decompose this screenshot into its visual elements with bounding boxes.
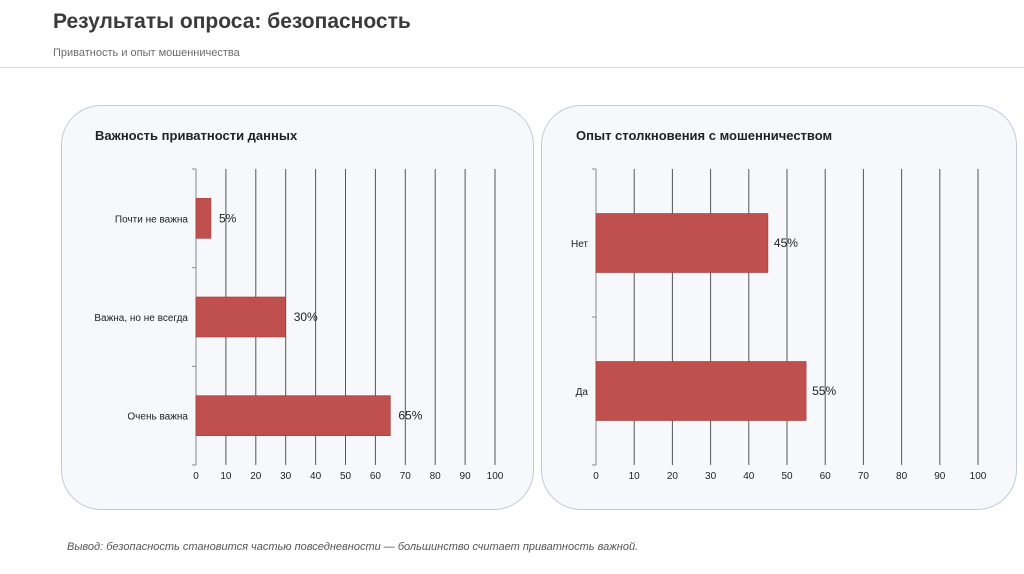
bar-2 [195, 296, 286, 338]
x-tick-label: 60 [370, 471, 382, 482]
data-label: 65% [398, 409, 422, 423]
x-tick-label: 100 [970, 471, 987, 482]
bar-1 [195, 198, 212, 239]
chart-title: Важность приватности данных [95, 128, 298, 143]
x-tick-label: 40 [310, 471, 322, 482]
x-tick-label: 70 [858, 471, 870, 482]
x-tick-label: 100 [487, 471, 504, 482]
x-tick-label: 90 [934, 471, 946, 482]
x-tick-label: 0 [593, 471, 599, 482]
conclusion-text: Вывод: безопасность становится частью по… [67, 541, 639, 553]
x-tick-label: 20 [250, 471, 262, 482]
header-divider [0, 67, 1024, 68]
category-label: Почти не важна [115, 214, 189, 225]
x-tick-label: 10 [220, 471, 232, 482]
x-tick-label: 30 [705, 471, 717, 482]
x-tick-label: 30 [280, 471, 292, 482]
bar-3 [195, 395, 391, 436]
bar-2 [595, 361, 807, 421]
privacy-importance-chart: Важность приватности данных 0 10 20 30 40 50 60… [94, 128, 504, 482]
data-label: 55% [812, 384, 836, 398]
x-tick-label: 80 [896, 471, 908, 482]
x-tick-label: 70 [400, 471, 412, 482]
chart-title: Опыт столкновения с мошенничеством [576, 128, 832, 143]
data-label: 5% [219, 211, 237, 225]
page-subtitle: Приватность и опыт мошенничества [53, 47, 240, 59]
privacy-importance-panel: Важность приватности данных 0 10 20 30 40 50 60… [61, 105, 534, 510]
bar-1 [595, 213, 769, 273]
fraud-experience-chart: Опыт столкновения с мошенничеством 0 10 20 3… [571, 128, 987, 482]
category-label: Да [576, 387, 589, 398]
category-label: Важна, но не всегда [94, 313, 188, 324]
x-tick-label: 50 [781, 471, 793, 482]
x-tick-label: 90 [460, 471, 472, 482]
x-tick-label: 10 [629, 471, 641, 482]
data-label: 45% [774, 236, 798, 250]
fraud-experience-panel: Опыт столкновения с мошенничеством 0 10 20 3… [541, 105, 1017, 510]
data-label: 30% [294, 310, 318, 324]
x-tick-label: 60 [820, 471, 832, 482]
page-title: Результаты опроса: безопасность [53, 10, 411, 33]
x-tick-label: 20 [667, 471, 679, 482]
x-tick-label: 0 [193, 471, 199, 482]
x-tick-label: 40 [743, 471, 755, 482]
category-label: Очень важна [127, 412, 188, 423]
category-label: Нет [571, 239, 588, 250]
x-tick-label: 80 [430, 471, 442, 482]
x-tick-label: 50 [340, 471, 352, 482]
